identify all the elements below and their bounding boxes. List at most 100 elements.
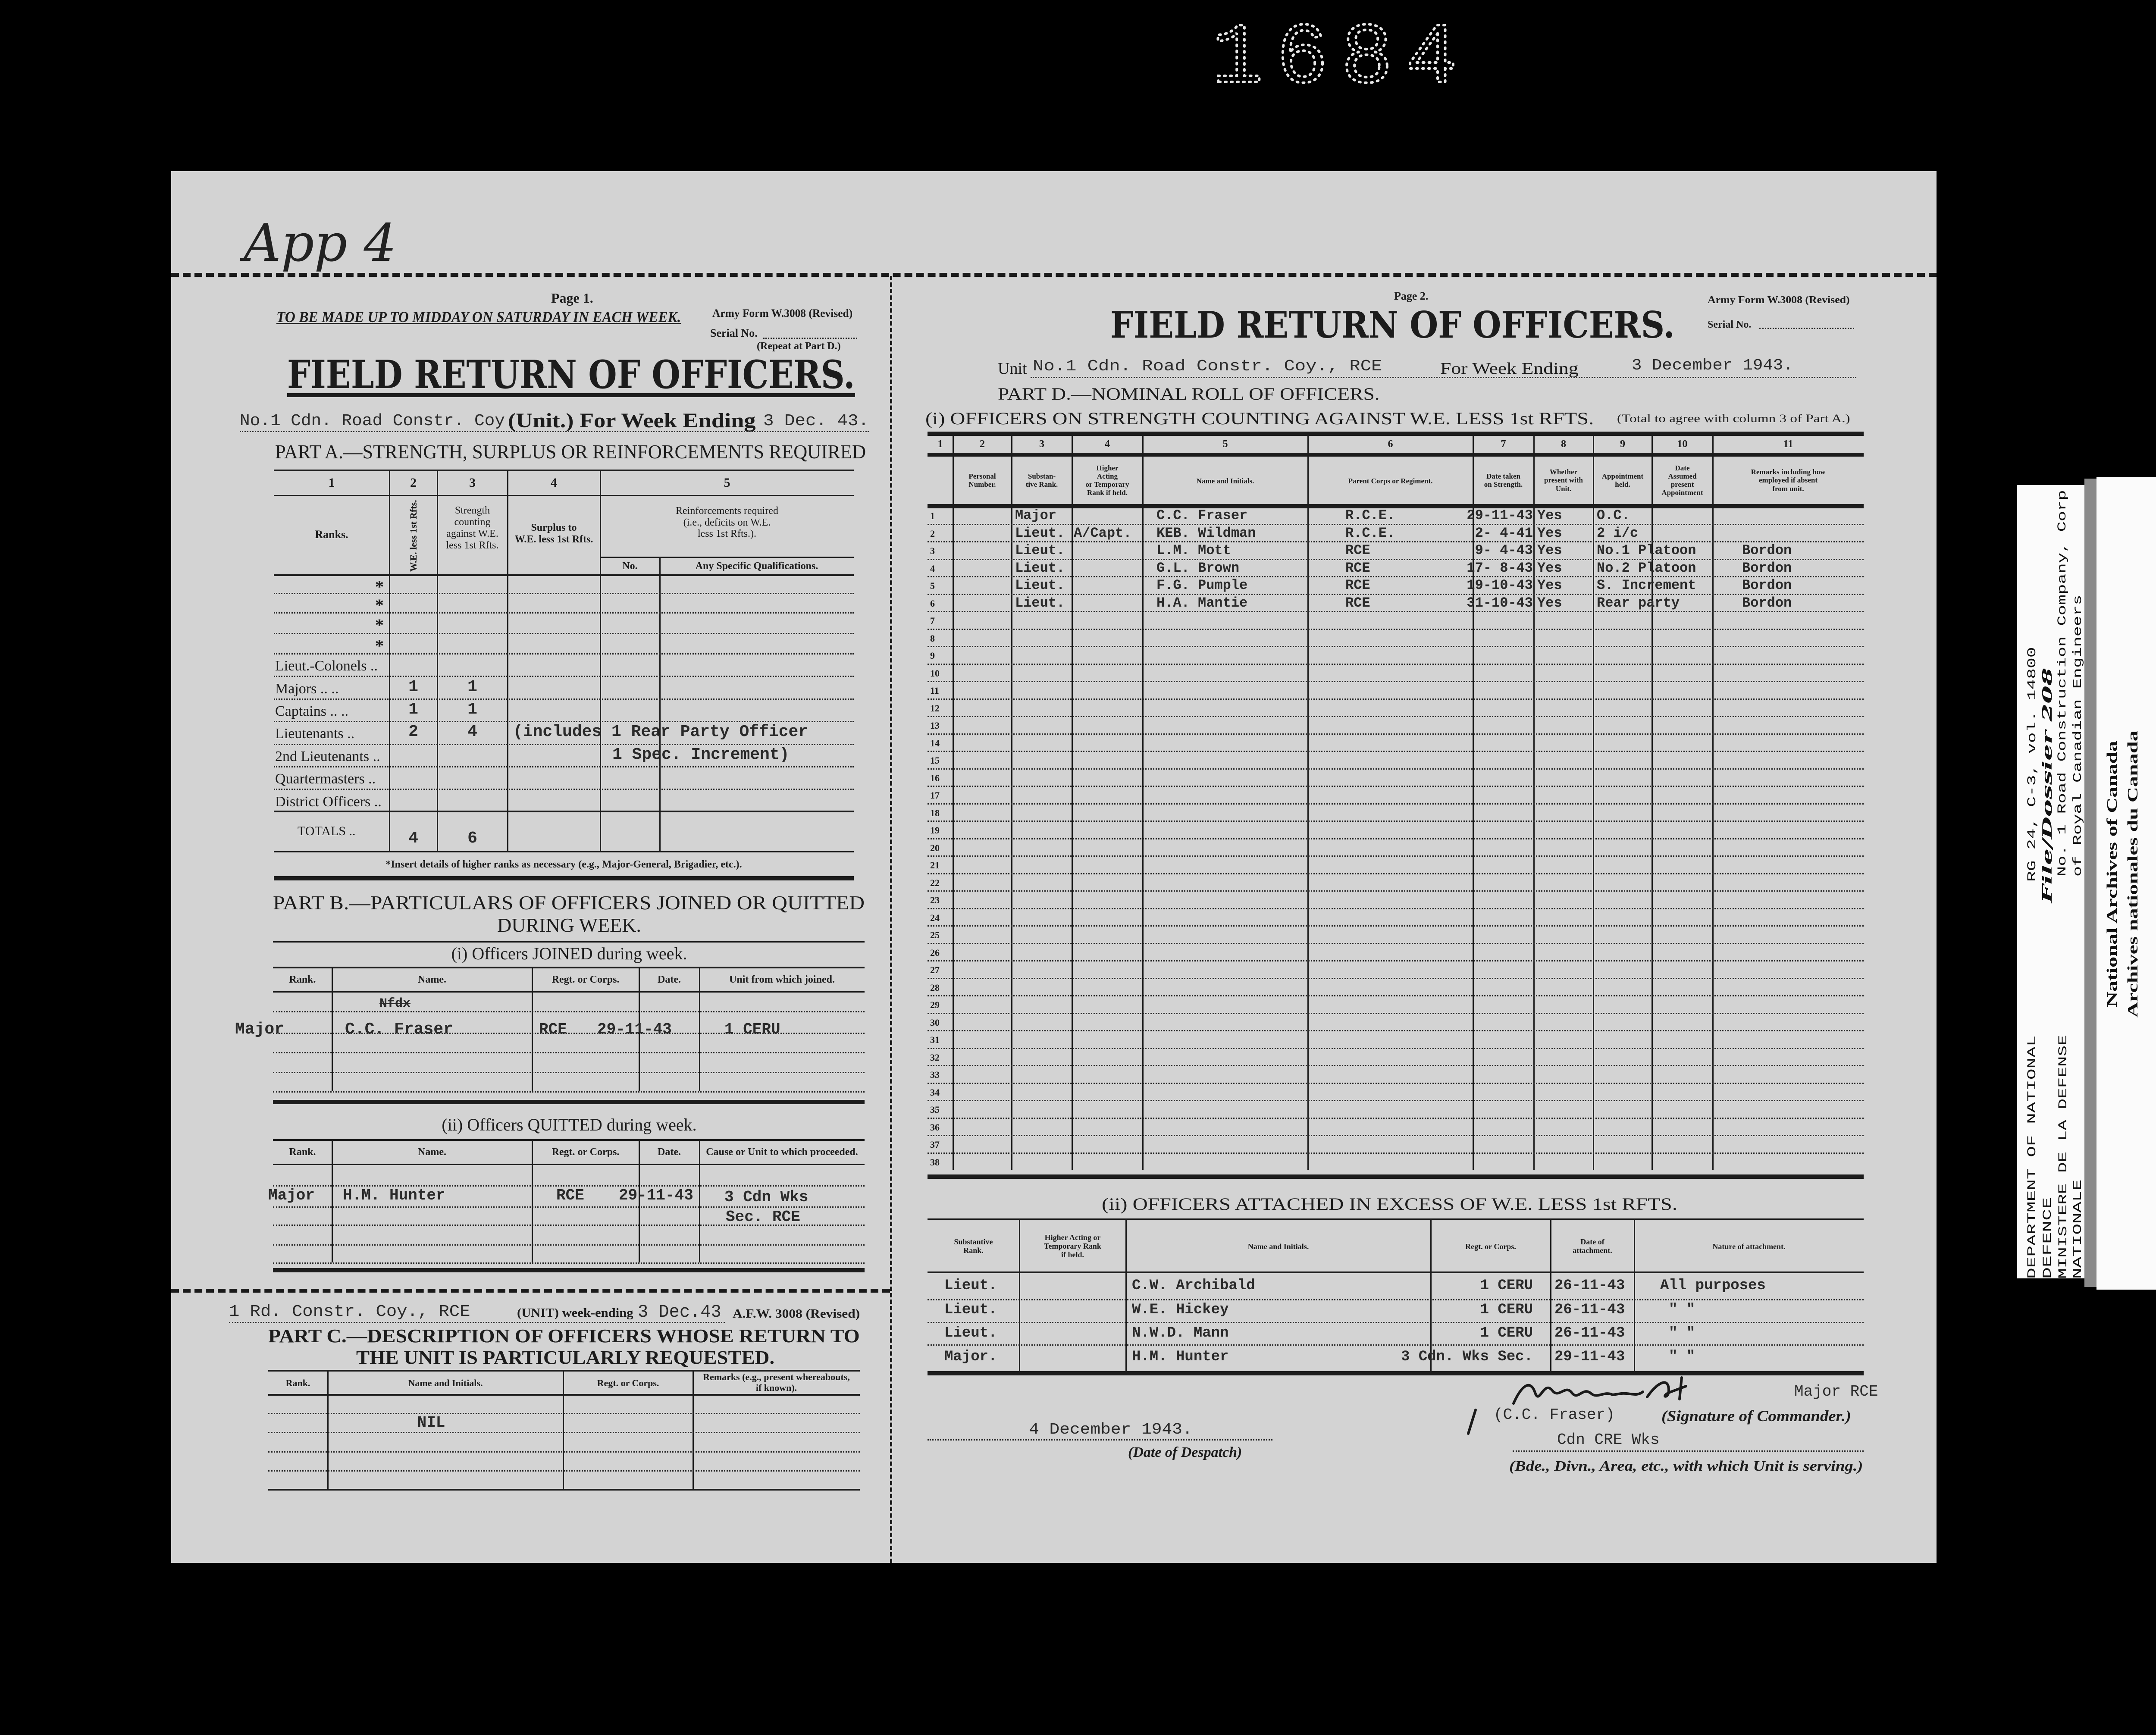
- rule: [928, 1271, 1864, 1273]
- row-number: 34: [930, 1087, 940, 1098]
- row-number: 28: [930, 982, 940, 993]
- row-number: 2: [930, 528, 935, 539]
- joined-header: Unit from which joined.: [729, 974, 835, 985]
- totals-we: 4: [408, 829, 418, 848]
- rank-we-value: 2: [408, 723, 418, 742]
- dotted-rule: [273, 1206, 865, 1208]
- rule: [928, 504, 1864, 508]
- row-number: 13: [930, 720, 940, 731]
- column-number: 2: [980, 438, 985, 450]
- column-header: Remarks including how employed if absent…: [1751, 468, 1826, 493]
- signature-name: (C.C. Fraser): [1494, 1406, 1615, 1424]
- dotted-rule: [928, 821, 1864, 822]
- column-rule: [1592, 434, 1594, 1170]
- dotted-rule: [273, 1052, 865, 1053]
- row-number: 25: [930, 930, 940, 941]
- attached-nature: " ": [1669, 1349, 1695, 1365]
- officer-rank: Lieut.: [1015, 577, 1065, 594]
- header-reinforcements: Reinforcements required (i.e., deficits …: [676, 505, 778, 540]
- officer-present: Yes: [1537, 507, 1562, 524]
- officer-rank: Major: [1015, 507, 1057, 524]
- page2-unit-label: Unit: [998, 360, 1027, 378]
- header-surplus: Surplus to W.E. less 1st Rfts.: [514, 522, 593, 545]
- part-b-heading-line2: DURING WEEK.: [497, 914, 641, 936]
- row-number: 27: [930, 965, 940, 976]
- officer-corps: R.C.E.: [1345, 525, 1395, 541]
- rank-label: Captains .. ..: [275, 703, 348, 719]
- part-d-top-rule: [928, 432, 1864, 436]
- row-number: 29: [930, 999, 940, 1011]
- attached-header: Nature of attachment.: [1712, 1242, 1786, 1251]
- column-number: 3: [469, 476, 476, 490]
- page1-title: FIELD RETURN OF OFFICERS.: [287, 352, 855, 398]
- officer-name: F.G. Pumple: [1156, 577, 1248, 594]
- dotted-rule: [928, 977, 1864, 979]
- column-header: Higher Acting or Temporary Rank if held.: [1085, 464, 1129, 497]
- archive-label-left: [2017, 485, 2086, 1278]
- part-c-header: Regt. or Corps.: [597, 1378, 659, 1388]
- perforation-line-part-c: [171, 1289, 890, 1293]
- column-header: Whether present with Unit.: [1544, 468, 1583, 493]
- rank-strength-value: 1: [467, 677, 477, 696]
- column-rule: [331, 1140, 333, 1262]
- column-rule: [1307, 434, 1309, 1170]
- rule: [274, 811, 854, 812]
- page1-unit-line: [240, 431, 869, 432]
- dotted-rule: [928, 786, 1864, 787]
- column-rule: [389, 470, 390, 852]
- dotted-rule: [273, 1262, 865, 1264]
- rank-we-value: 1: [408, 677, 418, 696]
- perforation-line-horizontal: [171, 273, 1937, 277]
- joined-header: Regt. or Corps.: [552, 974, 620, 985]
- dotted-rule: [273, 1011, 865, 1012]
- page1-unit-value: No.1 Cdn. Road Constr. Coy: [240, 412, 505, 430]
- row-number: 30: [930, 1017, 940, 1028]
- part-b-heading-line1: PART B.—PARTICULARS OF OFFICERS JOINED O…: [273, 892, 865, 914]
- archive-label-right: [2096, 477, 2156, 1290]
- column-rule: [1550, 1219, 1551, 1371]
- dotted-rule: [928, 593, 1864, 595]
- officer-corps: RCE: [1345, 542, 1370, 559]
- dotted-rule: [268, 1413, 860, 1414]
- part-c-top-rule: [268, 1370, 860, 1372]
- officer-corps: RCE: [1345, 577, 1370, 594]
- section-i-note: (Total to agree with column 3 of Part A.…: [1617, 412, 1850, 425]
- dotted-rule: [928, 1135, 1864, 1136]
- dotted-rule: [928, 908, 1864, 909]
- attached-nature: " ": [1669, 1302, 1695, 1318]
- rule: [274, 851, 854, 852]
- archive-label-fold: [2084, 479, 2097, 1287]
- row-number: 16: [930, 772, 940, 783]
- attached-bottom-rule: [928, 1371, 1864, 1375]
- row-number: 9: [930, 650, 935, 661]
- quitted-top-rule: [273, 1139, 865, 1141]
- column-rule: [1712, 434, 1714, 1170]
- quitted-cause-line2: Sec. RCE: [726, 1208, 800, 1226]
- handwritten-note: App 4: [244, 213, 397, 273]
- column-number: 5: [1222, 438, 1228, 450]
- dotted-rule: [928, 1030, 1864, 1031]
- officer-acting-rank: A/Capt.: [1074, 525, 1132, 541]
- column-rule: [952, 434, 954, 1170]
- page1-serial-field[interactable]: [763, 338, 857, 339]
- dotted-rule: [928, 628, 1864, 630]
- column-header: Date taken on Strength.: [1484, 472, 1523, 489]
- part-c-unit-value: 1 Rd. Constr. Coy., RCE: [229, 1303, 470, 1321]
- page1-instruction: TO BE MADE UP TO MIDDAY ON SATURDAY IN E…: [276, 308, 681, 326]
- officer-appointment: 2 i/c: [1597, 525, 1639, 541]
- part-a-top-rule: [274, 470, 854, 471]
- column-number: 5: [724, 476, 730, 490]
- column-rule: [1142, 434, 1144, 1170]
- formation-value: Cdn CRE Wks: [1557, 1431, 1660, 1449]
- rank-label: Lieutenants ..: [275, 726, 355, 742]
- column-rule: [699, 1140, 700, 1262]
- dotted-rule: [928, 1047, 1864, 1049]
- dotted-rule: [274, 653, 854, 655]
- column-rule: [531, 968, 533, 1091]
- header-qualifications: Any Specific Qualifications.: [695, 561, 818, 572]
- higher-rank-star: *: [375, 636, 384, 655]
- page2-serial-field[interactable]: [1759, 328, 1854, 329]
- page1-label: Page 1.: [551, 290, 593, 306]
- column-rule: [331, 968, 333, 1091]
- rule: [928, 452, 1864, 457]
